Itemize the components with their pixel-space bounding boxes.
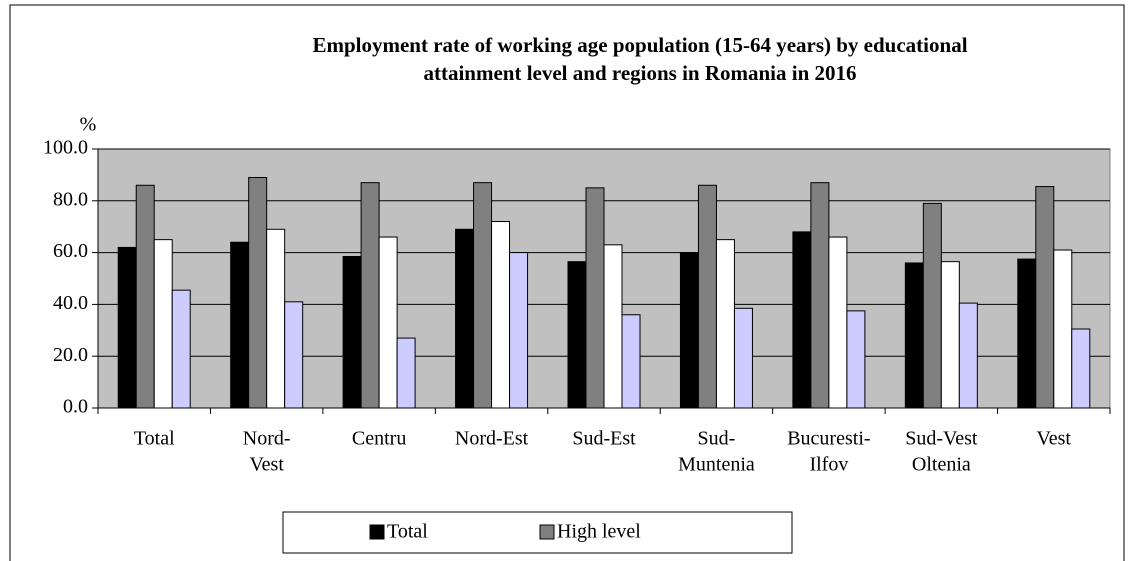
x-tick-label: Total — [134, 428, 175, 450]
bar — [828, 236, 848, 409]
bar — [603, 244, 623, 409]
bar — [621, 314, 641, 409]
bar — [153, 239, 173, 409]
bar — [1071, 328, 1091, 409]
bar — [715, 239, 735, 409]
bar — [585, 187, 605, 409]
y-tick-label: 60.0 — [53, 240, 88, 262]
y-axis-label: % — [80, 114, 97, 136]
x-tick-label: Muntenia — [678, 454, 755, 476]
legend-label: High level — [557, 521, 641, 543]
bar — [922, 202, 942, 409]
bar — [509, 252, 529, 409]
bar — [940, 261, 960, 409]
chart-title: Employment rate of working age populatio… — [312, 33, 967, 57]
x-tick-label: Vest — [249, 454, 284, 476]
bar — [342, 255, 362, 409]
bar — [284, 301, 304, 409]
bar — [491, 221, 511, 409]
x-tick-label: Sud-Vest — [905, 428, 978, 450]
y-tick-label: 20.0 — [53, 344, 88, 366]
legend-swatch — [539, 524, 555, 540]
legend-swatch — [369, 524, 385, 540]
x-tick-label: Vest — [1037, 428, 1072, 450]
bar — [810, 182, 830, 409]
bar — [958, 302, 978, 409]
legend-label: Total — [387, 521, 428, 543]
x-tick-label: Nord-Est — [455, 428, 529, 450]
bar — [248, 176, 268, 409]
bar — [679, 252, 699, 409]
bar — [733, 307, 753, 409]
y-tick-label: 40.0 — [53, 292, 88, 314]
y-tick-label: 0.0 — [63, 396, 88, 418]
x-tick-label: Ilfov — [809, 454, 848, 476]
bar — [360, 182, 380, 409]
bar — [171, 289, 191, 409]
x-tick-label: Centru — [352, 428, 406, 450]
y-tick-label: 80.0 — [53, 188, 88, 210]
chart-title: attainment level and regions in Romania … — [423, 61, 856, 85]
legend — [282, 511, 793, 554]
bar — [697, 184, 717, 409]
bar — [135, 184, 155, 409]
bar — [567, 261, 587, 409]
x-tick-label: Oltenia — [912, 454, 971, 476]
bar — [378, 236, 398, 409]
bar — [1053, 249, 1073, 409]
x-tick-label: Nord- — [243, 428, 291, 450]
x-tick-label: Sud-Est — [572, 428, 636, 450]
y-tick-label: 100.0 — [43, 137, 88, 159]
bar — [230, 241, 250, 409]
bar — [1035, 186, 1055, 409]
bar — [117, 246, 137, 409]
bar — [1017, 258, 1037, 409]
bar — [396, 337, 416, 409]
bar — [846, 310, 866, 409]
x-tick-label: Sud- — [698, 428, 736, 450]
bar — [455, 228, 475, 409]
bar — [792, 231, 812, 409]
bar — [266, 228, 286, 409]
bar — [473, 182, 493, 409]
x-tick-label: Bucuresti- — [787, 428, 870, 450]
bar — [904, 262, 924, 409]
